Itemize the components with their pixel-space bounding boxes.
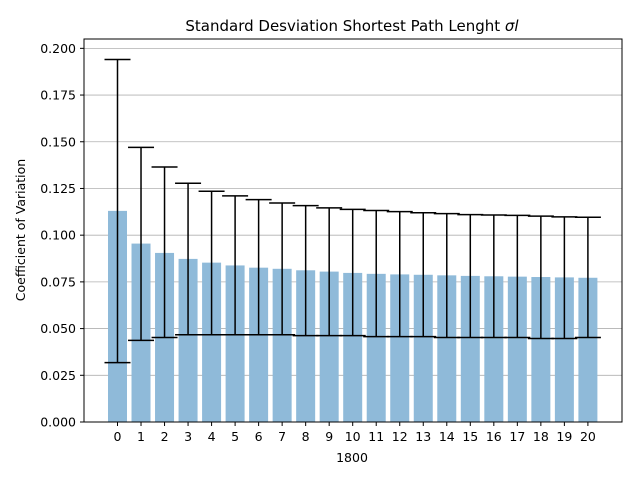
x-tick-label: 6: [255, 429, 263, 444]
x-tick-label: 12: [392, 429, 408, 444]
bar: [531, 277, 551, 422]
error-bar: [504, 214, 531, 339]
y-tick-label: 0.000: [40, 415, 76, 430]
error-bar: [198, 190, 225, 336]
bar: [390, 274, 410, 422]
x-tick-label: 15: [462, 429, 478, 444]
x-tick-label: 0: [114, 429, 122, 444]
error-bar: [269, 202, 296, 336]
x-tick-label: 9: [325, 429, 333, 444]
y-tick-label: 0.050: [40, 321, 76, 336]
error-bar: [245, 198, 272, 336]
y-tick-label: 0.200: [40, 41, 76, 56]
x-tick-label: 3: [184, 429, 192, 444]
x-tick-label: 7: [278, 429, 286, 444]
x-tick-label: 4: [208, 429, 216, 444]
x-tick-label: 2: [161, 429, 169, 444]
x-tick-label: 18: [533, 429, 549, 444]
error-bar: [363, 209, 390, 338]
x-tick-label: 8: [302, 429, 310, 444]
bar: [554, 277, 574, 422]
x-axis-ticks: 0 1 2 3 4 5 6 7 8 9 10 11 12 13 14 15 16 17 18 19 20: [114, 422, 596, 444]
error-bar: [480, 214, 507, 339]
y-tick-label: 0.075: [40, 274, 76, 289]
error-bar: [128, 146, 155, 342]
error-bar: [457, 213, 484, 339]
error-bar: [151, 166, 178, 339]
y-tick-label: 0.125: [40, 181, 76, 196]
error-bar: [339, 208, 366, 337]
y-tick-label: 0.175: [40, 88, 76, 103]
bar: [437, 275, 457, 422]
x-tick-label: 17: [509, 429, 525, 444]
error-bar: [410, 212, 437, 338]
error-bar: [222, 195, 249, 336]
bar: [202, 262, 222, 422]
x-tick-label: 11: [368, 429, 384, 444]
bar: [413, 274, 433, 422]
x-tick-label: 13: [415, 429, 431, 444]
bar: [249, 267, 269, 422]
error-bar: [433, 212, 460, 339]
x-tick-label: 19: [556, 429, 572, 444]
x-tick-label: 10: [345, 429, 361, 444]
bar: [366, 273, 386, 422]
chart-title: Standard Desviation Shortest Path Lenght…: [185, 17, 519, 35]
error-bar: [574, 216, 601, 339]
chart-title-text: Standard Desviation Shortest Path Lenght: [185, 17, 500, 35]
bar: [507, 276, 527, 422]
error-bar: [527, 215, 554, 340]
bar: [343, 272, 363, 422]
error-bar: [551, 216, 578, 340]
x-tick-label: 14: [439, 429, 455, 444]
bar: [484, 276, 504, 422]
x-tick-label: 20: [580, 429, 596, 444]
bar: [578, 277, 598, 422]
x-tick-label: 1: [137, 429, 145, 444]
y-tick-label: 0.100: [40, 228, 76, 243]
error-bar: [316, 207, 343, 337]
bar: [296, 270, 316, 422]
bar: [319, 271, 339, 422]
error-bar: [292, 204, 319, 337]
bar: [178, 258, 198, 422]
bar: [225, 265, 245, 422]
y-axis-title: Coefficient of Variation: [13, 159, 28, 301]
error-bar: [386, 210, 413, 338]
y-tick-label: 0.150: [40, 134, 76, 149]
chart-title-symbol: σl: [505, 17, 520, 35]
error-bars: [104, 58, 601, 364]
y-tick-label: 0.025: [40, 368, 76, 383]
bar: [460, 275, 480, 422]
y-axis-ticks: 0.000 0.025 0.050 0.075 0.100 0.125 0.150 0.175…: [40, 41, 84, 430]
x-tick-label: 5: [231, 429, 239, 444]
error-bar: [104, 58, 131, 364]
bar: [272, 268, 292, 422]
error-bar: [175, 182, 202, 336]
x-tick-label: 16: [486, 429, 502, 444]
x-axis-title: 1800: [336, 450, 368, 465]
